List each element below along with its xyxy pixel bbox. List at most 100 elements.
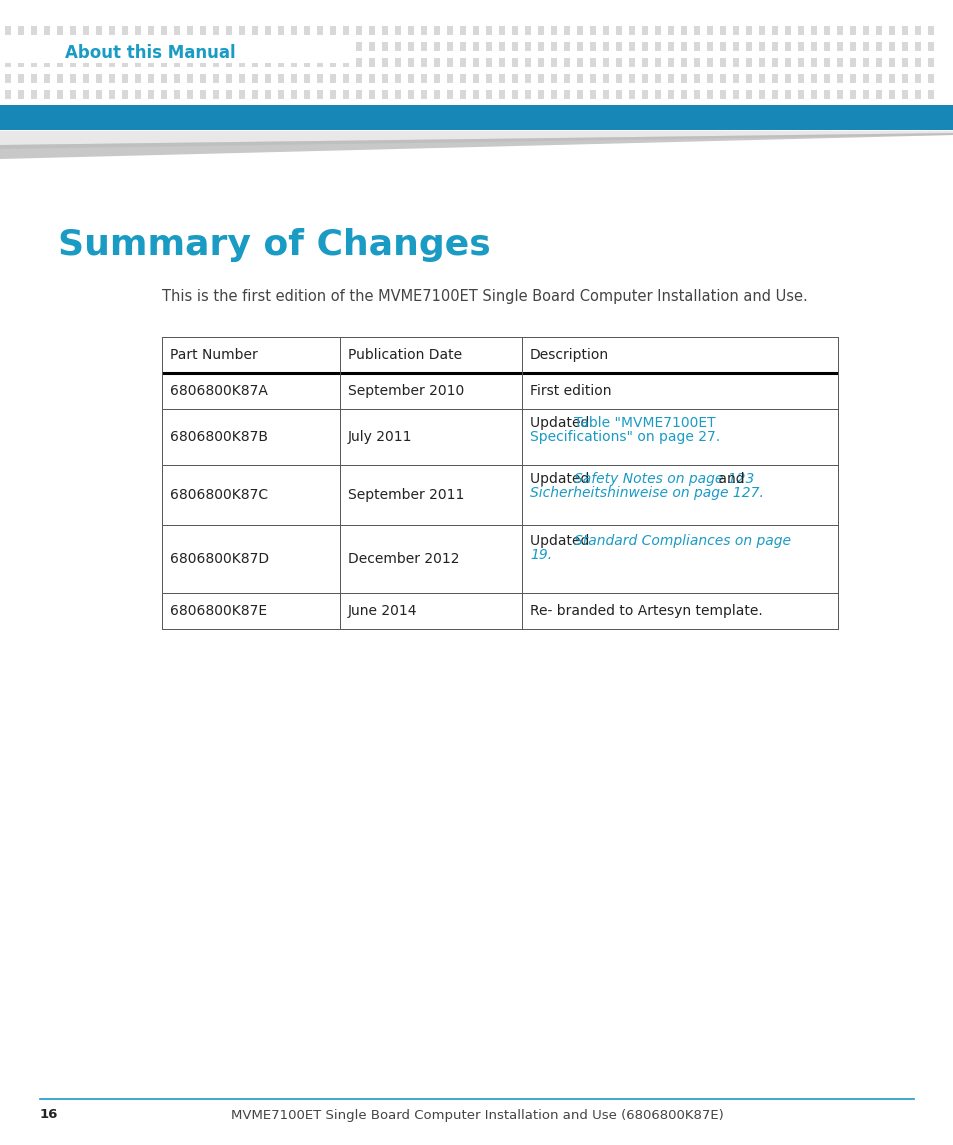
Bar — [732, 26, 739, 35]
Text: 6806800K87B: 6806800K87B — [170, 431, 268, 444]
Bar — [161, 26, 167, 35]
Bar — [187, 26, 193, 35]
Bar — [57, 74, 63, 82]
Bar — [265, 90, 271, 98]
Bar — [96, 42, 102, 52]
Bar — [18, 42, 24, 52]
Bar — [459, 42, 465, 52]
Bar — [485, 42, 492, 52]
Bar — [161, 58, 167, 68]
Bar — [381, 58, 388, 68]
Bar — [693, 74, 700, 82]
Text: Updated: Updated — [530, 472, 593, 485]
Bar — [524, 42, 531, 52]
Bar — [720, 26, 725, 35]
Bar — [771, 42, 778, 52]
Bar — [330, 58, 335, 68]
Bar — [680, 74, 686, 82]
Bar — [200, 42, 206, 52]
Bar — [148, 90, 153, 98]
Polygon shape — [0, 131, 953, 145]
Bar — [447, 90, 453, 98]
Bar — [732, 58, 739, 68]
Bar — [239, 90, 245, 98]
Bar — [83, 26, 89, 35]
Bar — [447, 26, 453, 35]
Bar — [420, 42, 427, 52]
Bar — [44, 74, 50, 82]
Bar — [304, 26, 310, 35]
Bar — [720, 58, 725, 68]
Bar — [512, 26, 517, 35]
Polygon shape — [0, 131, 953, 159]
Bar — [434, 26, 439, 35]
Bar — [277, 42, 284, 52]
Bar — [30, 74, 37, 82]
Bar — [252, 42, 257, 52]
Bar — [810, 42, 816, 52]
Bar — [5, 42, 11, 52]
Bar — [265, 58, 271, 68]
Bar — [888, 58, 894, 68]
Bar — [862, 42, 868, 52]
Bar — [122, 90, 128, 98]
Bar — [408, 58, 414, 68]
Bar — [5, 58, 11, 68]
Bar — [96, 90, 102, 98]
Bar — [316, 26, 323, 35]
Bar — [291, 74, 296, 82]
Bar — [213, 90, 219, 98]
Bar — [771, 58, 778, 68]
Bar — [277, 58, 284, 68]
Bar — [70, 26, 76, 35]
Bar — [628, 42, 635, 52]
Bar — [343, 74, 349, 82]
Bar — [498, 26, 504, 35]
Bar — [109, 58, 115, 68]
Bar — [485, 58, 492, 68]
Bar — [343, 58, 349, 68]
Bar — [797, 42, 803, 52]
Bar — [109, 74, 115, 82]
Text: 6806800K87E: 6806800K87E — [170, 605, 267, 618]
Bar — [473, 26, 478, 35]
Bar — [875, 58, 882, 68]
Bar — [135, 90, 141, 98]
Bar — [862, 26, 868, 35]
Text: About this Manual: About this Manual — [65, 44, 235, 62]
Bar — [316, 58, 323, 68]
Bar — [70, 90, 76, 98]
Bar — [161, 74, 167, 82]
Bar — [693, 58, 700, 68]
Bar — [602, 42, 608, 52]
Polygon shape — [0, 133, 953, 149]
Bar — [239, 42, 245, 52]
Bar — [304, 58, 310, 68]
Bar — [277, 90, 284, 98]
Text: 16: 16 — [40, 1108, 58, 1121]
Bar — [667, 90, 673, 98]
Bar — [252, 26, 257, 35]
Bar — [745, 42, 751, 52]
Bar — [316, 42, 323, 52]
Bar — [563, 58, 569, 68]
Bar — [784, 42, 790, 52]
Bar — [680, 26, 686, 35]
Text: Part Number: Part Number — [170, 348, 257, 362]
Bar — [524, 90, 531, 98]
Bar — [434, 58, 439, 68]
Bar — [823, 90, 829, 98]
Bar — [473, 58, 478, 68]
Bar — [914, 26, 920, 35]
Bar — [537, 26, 543, 35]
Text: MVME7100ET Single Board Computer Installation and Use (6806800K87E): MVME7100ET Single Board Computer Install… — [231, 1108, 722, 1121]
Bar — [927, 26, 933, 35]
Bar — [395, 90, 400, 98]
Bar — [577, 26, 582, 35]
Bar — [304, 90, 310, 98]
Bar — [498, 58, 504, 68]
Bar — [434, 42, 439, 52]
Text: This is the first edition of the MVME7100ET Single Board Computer Installation a: This is the first edition of the MVME710… — [162, 290, 807, 305]
Bar — [771, 90, 778, 98]
Bar — [83, 74, 89, 82]
